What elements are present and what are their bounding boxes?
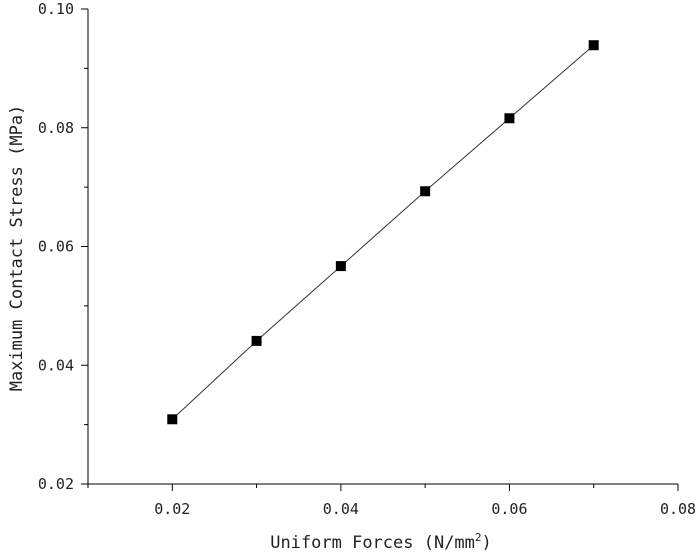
x-axis-title-sup: 2 [475,531,482,544]
y-tick-label: 0.04 [38,356,74,374]
y-ticks: 0.02 0.04 0.06 0.08 0.10 [38,0,88,493]
x-tick-label: 0.04 [323,500,359,518]
data-point-marker [167,414,178,425]
series-line [171,44,595,420]
axes [87,9,678,485]
data-point-marker [335,261,346,272]
data-point-marker [251,335,262,346]
x-ticks: 0.02 0.04 0.06 0.08 [87,484,696,518]
x-axis-title-main: Uniform Forces (N/mm [270,533,475,553]
x-tick-label: 0.02 [154,500,190,518]
x-axis-title: Uniform Forces (N/mm2) [270,531,492,553]
y-tick-label: 0.10 [38,0,74,18]
y-tick-label: 0.02 [38,475,74,493]
x-tick-label: 0.06 [491,500,527,518]
y-axis-title: Maximum Contact Stress (MPa) [7,105,27,392]
data-point-marker [504,113,515,124]
y-tick-label: 0.06 [38,238,74,256]
data-point-marker [588,40,599,51]
y-tick-label: 0.08 [38,119,74,137]
plot-series [167,40,599,425]
x-tick-label: 0.08 [660,500,696,518]
data-point-marker [420,186,431,197]
x-axis-title-close: ) [482,533,492,553]
